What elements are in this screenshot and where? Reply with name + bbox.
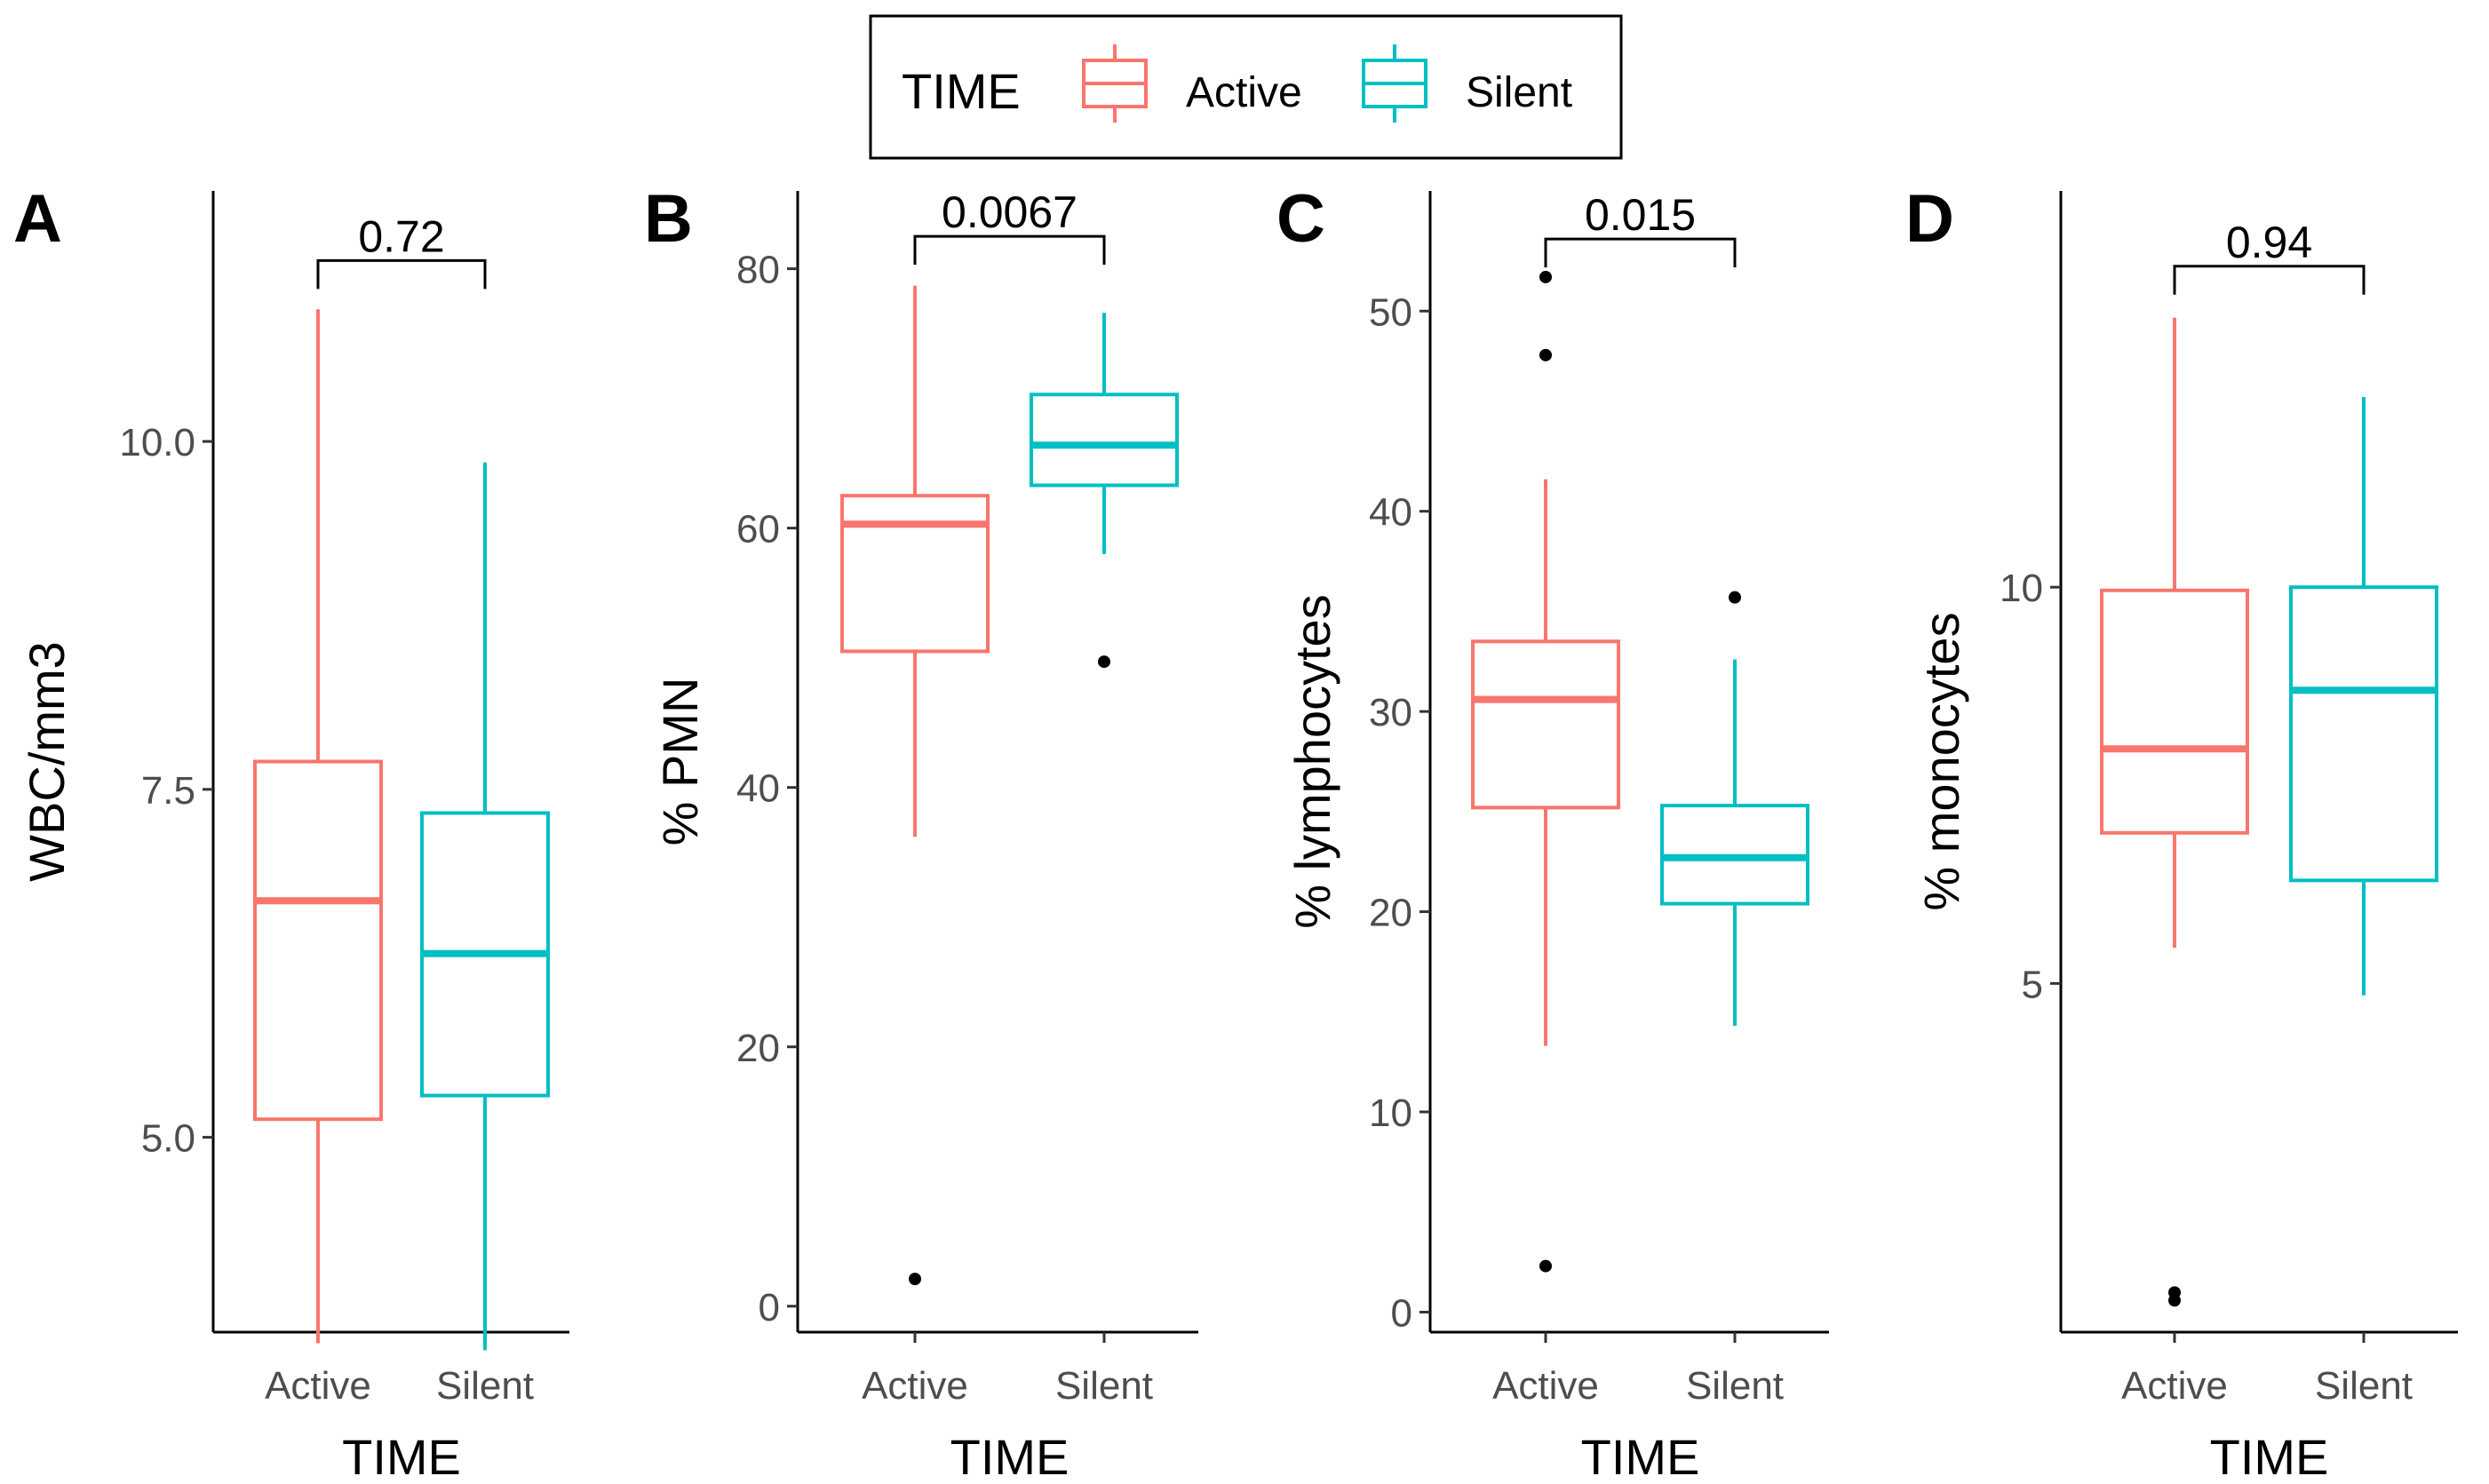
x-tick-label: Active: [265, 1364, 371, 1408]
y-tick-label: 50: [1369, 290, 1412, 334]
box-active: [840, 285, 990, 1286]
y-tick-label: 5: [2022, 963, 2043, 1006]
legend-label-silent: Silent: [1466, 69, 1572, 116]
box-silent: [420, 462, 550, 1351]
x-axis-title: TIME: [342, 1429, 461, 1484]
outlier-point: [1098, 655, 1110, 669]
x-tick-label: Silent: [1055, 1364, 1153, 1408]
y-tick-label: 10: [1369, 1091, 1412, 1135]
y-tick-label: 10: [2000, 567, 2043, 610]
panel-d: D 5 10 Active Silent TIME % monocytes 0.94: [1905, 181, 2458, 1484]
y-axis-title: % monocytes: [1913, 612, 1969, 910]
y-tick-label: 5.0: [141, 1117, 195, 1161]
p-value-label: 0.015: [1585, 190, 1696, 240]
outlier-point: [2168, 1286, 2181, 1299]
panels: A 5.0 7.5 10.0 Active Silent TIME WBC/mm3 0.72 B 0…: [13, 181, 2458, 1484]
x-axis-title: TIME: [950, 1429, 1070, 1484]
bracket-line: [316, 258, 487, 290]
panel-tag: C: [1276, 181, 1325, 257]
x-tick-label: Silent: [1686, 1364, 1784, 1408]
y-axis-title: % PMN: [652, 678, 708, 846]
significance-bracket: 0.015: [1544, 190, 1737, 268]
y-tick-label: 10.0: [119, 421, 195, 464]
box-iqr: [1471, 639, 1620, 810]
y-tick-label: 0: [759, 1286, 780, 1329]
box-active: [2100, 317, 2249, 1307]
y-tick-label: 0: [1391, 1291, 1412, 1335]
p-value-label: 0.94: [2226, 218, 2312, 267]
box-silent: [1660, 591, 1809, 1027]
box-active: [1471, 270, 1620, 1273]
panel-c: C 0 10 20 30 40 50 Active Silent TIME % lymphocyte…: [1276, 181, 1829, 1484]
y-tick-label: 60: [736, 508, 780, 552]
legend-key-silent: [1362, 44, 1427, 123]
y-tick-label: 7.5: [141, 769, 195, 813]
bracket-line: [1544, 237, 1737, 268]
box-iqr: [2289, 585, 2438, 883]
outlier-point: [1539, 348, 1552, 361]
y-tick-label: 30: [1369, 691, 1412, 734]
box-active: [253, 309, 383, 1344]
y-tick-label: 20: [1369, 892, 1412, 935]
box-silent: [2289, 397, 2438, 996]
x-tick-label: Active: [862, 1364, 968, 1408]
x-tick-label: Active: [1492, 1364, 1599, 1408]
y-tick-label: 80: [736, 249, 780, 292]
box-iqr: [2100, 588, 2249, 835]
x-axis-title: TIME: [2210, 1429, 2329, 1484]
significance-bracket: 0.94: [2173, 218, 2366, 295]
significance-bracket: 0.0067: [913, 187, 1106, 266]
y-axis-title: WBC/mm3: [19, 641, 75, 882]
y-axis-title: % lymphocytes: [1284, 594, 1340, 929]
p-value-label: 0.0067: [942, 187, 1078, 237]
bracket-line: [913, 234, 1106, 266]
legend-title: TIME: [902, 63, 1021, 119]
legend-frame: [869, 14, 1623, 160]
outlier-point: [1539, 1259, 1552, 1273]
outlier-point: [1539, 270, 1552, 283]
x-tick-label: Silent: [436, 1364, 534, 1408]
box-iqr: [253, 759, 383, 1122]
legend-key-active: [1082, 44, 1148, 123]
x-tick-label: Active: [2121, 1364, 2228, 1408]
box-silent: [1030, 313, 1179, 669]
x-axis-title: TIME: [1581, 1429, 1700, 1484]
panel-tag: A: [13, 181, 62, 257]
p-value-label: 0.72: [358, 211, 444, 261]
legend-label-active: Active: [1186, 69, 1302, 116]
box-iqr: [840, 494, 990, 654]
outlier-point: [1729, 591, 1741, 604]
significance-bracket: 0.72: [316, 211, 487, 290]
legend: TIME Active Silent: [869, 14, 1623, 160]
x-tick-label: Silent: [2315, 1364, 2413, 1408]
y-tick-label: 20: [736, 1027, 780, 1070]
box-iqr: [1030, 393, 1179, 488]
panel-tag: B: [644, 181, 693, 257]
panel-b: B 0 20 40 60 80 Active Silent TIME % PMN 0.0067: [644, 181, 1198, 1484]
panel-tag: D: [1905, 181, 1954, 257]
panel-a: A 5.0 7.5 10.0 Active Silent TIME WBC/mm3 0.72: [13, 181, 569, 1484]
bracket-line: [2173, 265, 2366, 295]
outlier-point: [909, 1273, 921, 1286]
y-tick-label: 40: [1369, 491, 1412, 535]
y-tick-label: 40: [736, 767, 780, 811]
